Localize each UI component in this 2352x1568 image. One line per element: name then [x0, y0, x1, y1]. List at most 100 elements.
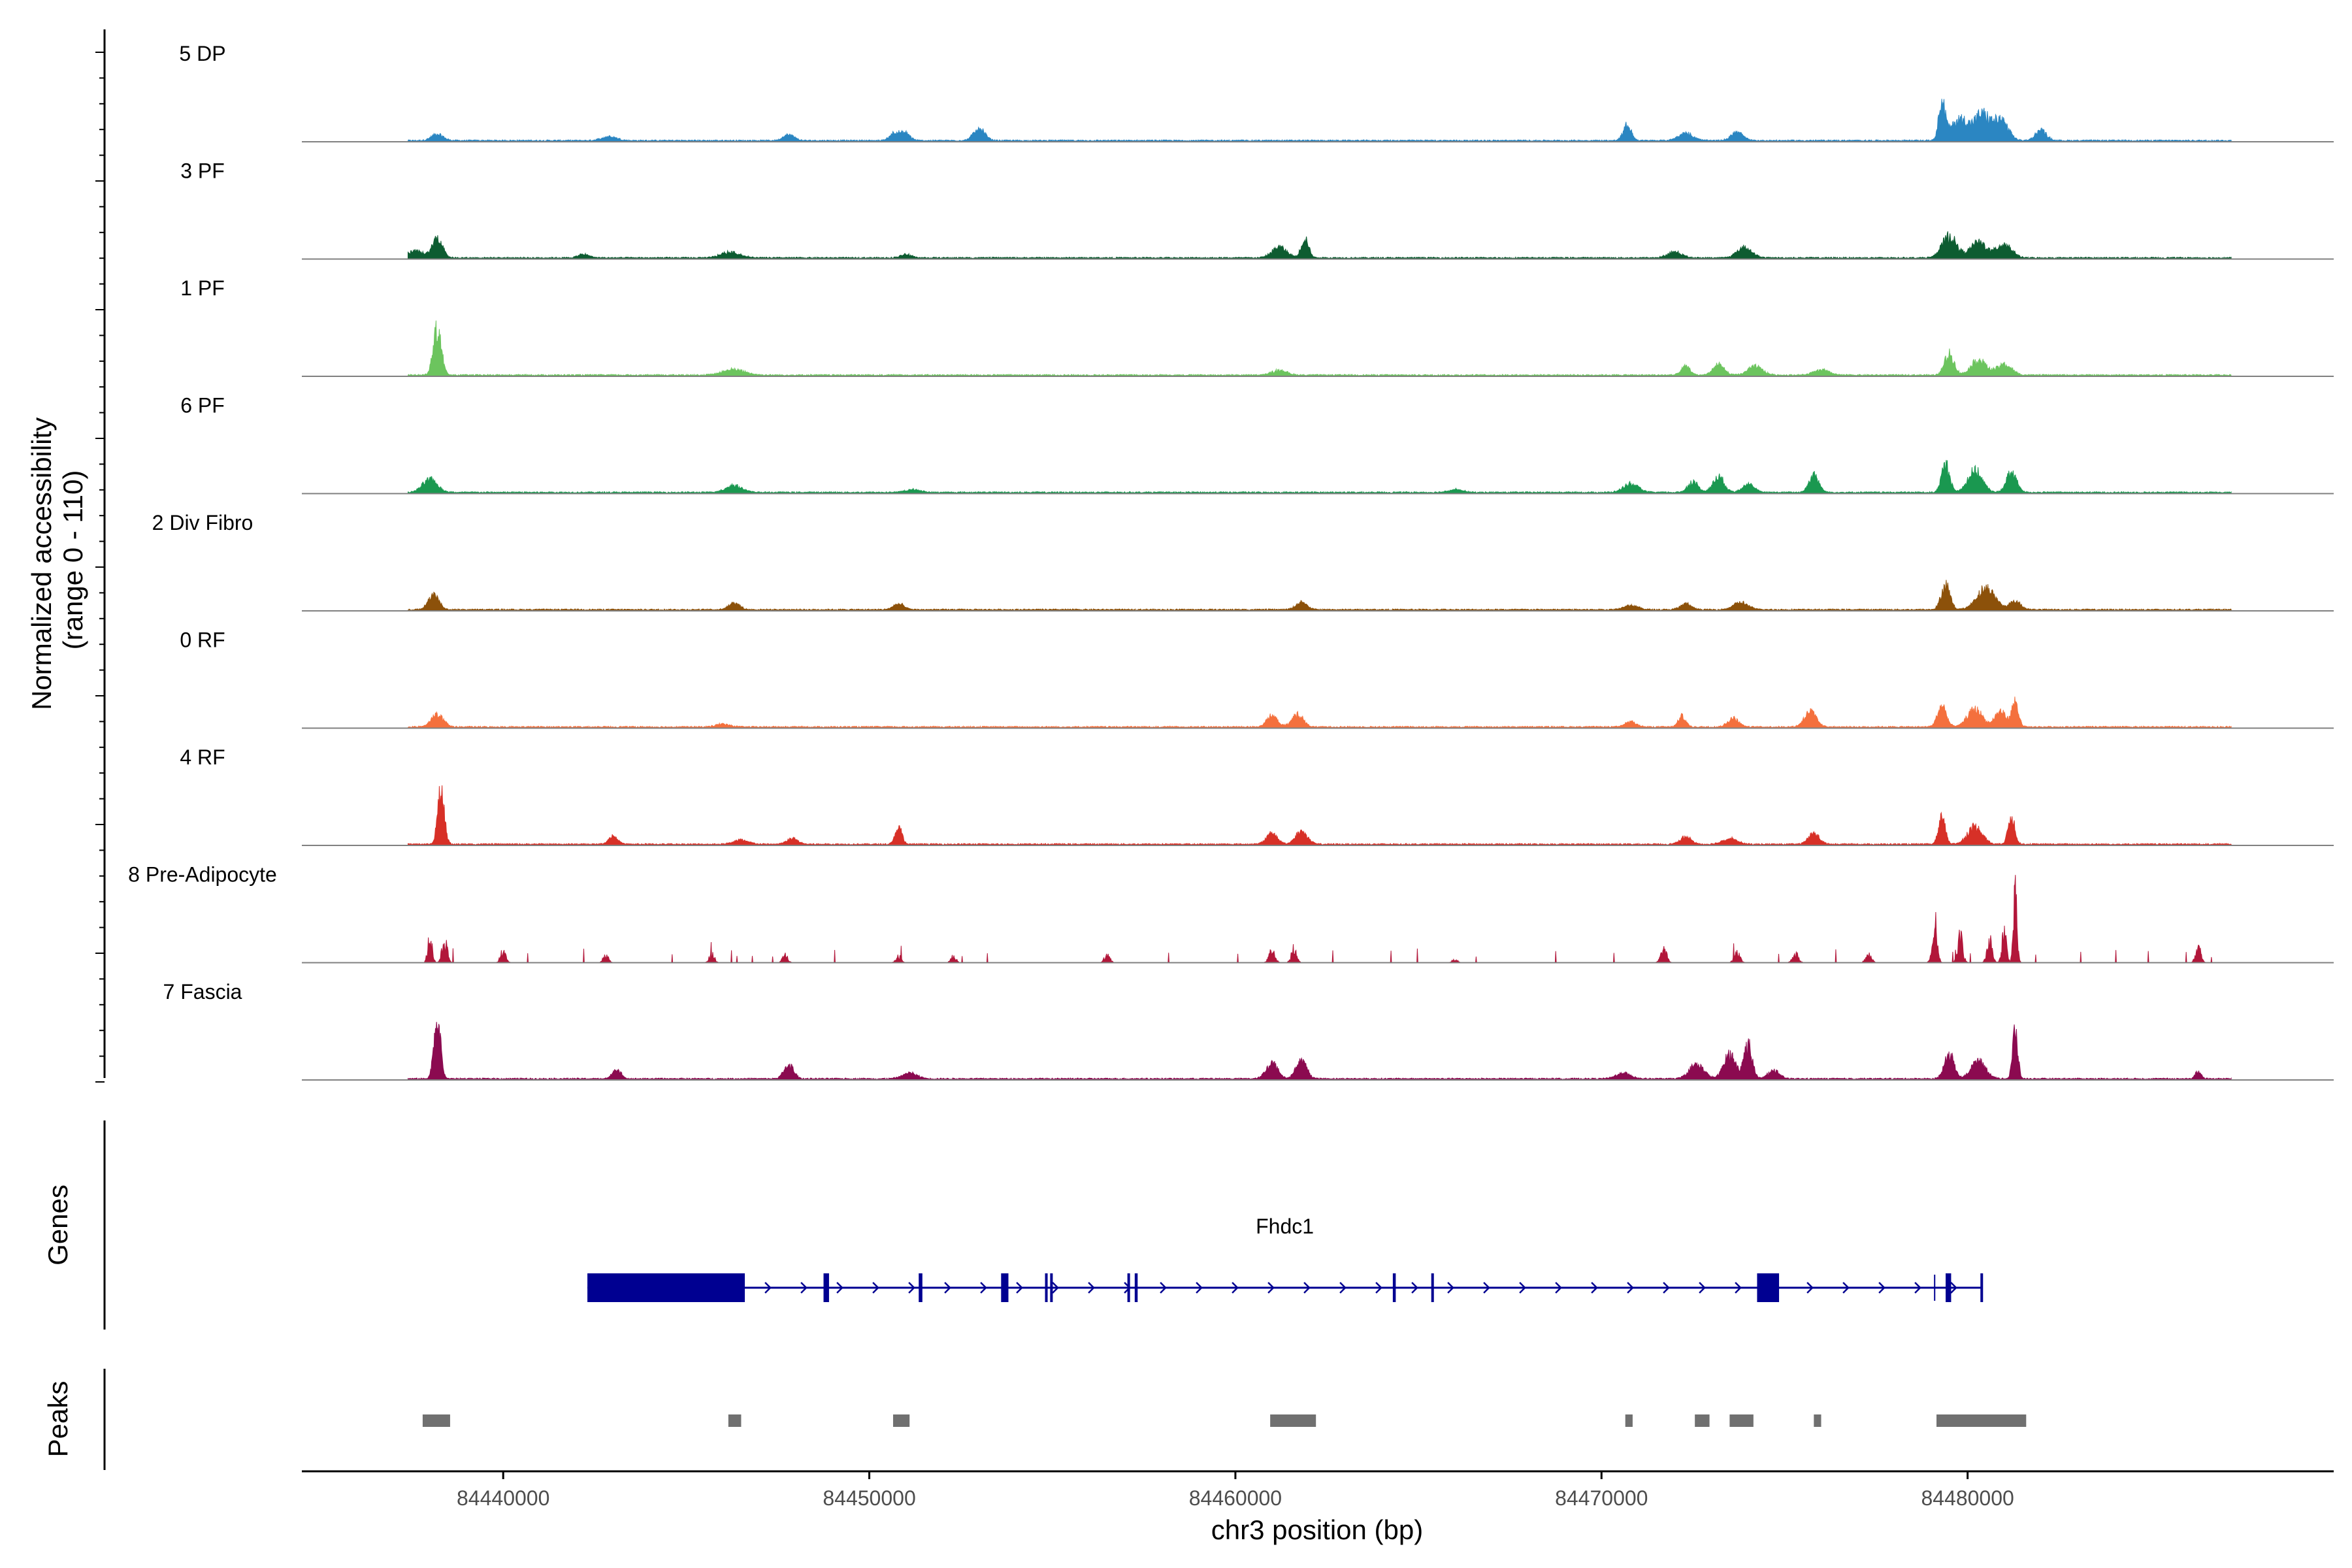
- strand-chevron: [836, 1282, 843, 1294]
- strand-chevron: [764, 1282, 772, 1294]
- gene-exon: [919, 1273, 923, 1302]
- track-label: 6 PF: [180, 394, 225, 417]
- peak-region: [1936, 1414, 2027, 1427]
- strand-chevron: [1411, 1282, 1418, 1294]
- track-label: 4 RF: [180, 745, 225, 769]
- track-signal: [408, 99, 2232, 142]
- x-axis-ticks: 84440000 84450000 84460000 84470000 84480000: [457, 1471, 2014, 1510]
- track-2-div-fibro: 2 Div Fibro: [152, 511, 2334, 612]
- x-tick-label: 84450000: [823, 1486, 915, 1510]
- strand-chevron: [1950, 1282, 1957, 1294]
- strand-chevron: [1555, 1282, 1562, 1294]
- track-label: 3 PF: [180, 159, 225, 183]
- genes-panel: Genes Fhdc1: [42, 1120, 1984, 1330]
- gene-models: Fhdc1: [587, 1215, 1984, 1302]
- gene-exon: [1127, 1273, 1130, 1302]
- x-tick-label: 84470000: [1555, 1486, 1648, 1510]
- gene-exon: [1946, 1273, 1952, 1302]
- track-signal: [408, 875, 2232, 964]
- strand-chevron: [1806, 1282, 1814, 1294]
- strand-chevron: [1483, 1282, 1490, 1294]
- peak-region: [1270, 1414, 1316, 1427]
- track-8-pre-adipocyte: 8 Pre-Adipocyte: [128, 863, 2334, 964]
- strand-chevron: [1663, 1282, 1670, 1294]
- strand-chevron: [1375, 1282, 1382, 1294]
- track-1-pf: 1 PF: [180, 276, 2334, 377]
- strand-chevron: [944, 1282, 951, 1294]
- gene-exon: [1050, 1273, 1053, 1302]
- gene-exon: [823, 1273, 829, 1302]
- gene-exon: [1392, 1273, 1396, 1302]
- strand-chevron: [908, 1282, 915, 1294]
- peak-region: [1729, 1414, 1754, 1427]
- strand-chevron: [1447, 1282, 1454, 1294]
- strand-chevron: [1699, 1282, 1706, 1294]
- strand-chevron: [1339, 1282, 1347, 1294]
- tracks-group: 5 DP 3 PF 1 PF 6 PF 2 Div Fibro 0 RF 4 RF 8 Pre…: [128, 42, 2334, 1081]
- track-6-pf: 6 PF: [180, 394, 2334, 495]
- strand-chevron: [980, 1282, 987, 1294]
- track-4-rf: 4 RF: [180, 745, 2334, 846]
- track-5-dp: 5 DP: [179, 42, 2334, 142]
- track-label: 2 Div Fibro: [152, 511, 253, 534]
- track-signal: [408, 580, 2232, 612]
- strand-chevron: [1052, 1282, 1059, 1294]
- track-signal: [408, 320, 2232, 377]
- gene-exon: [1045, 1273, 1048, 1302]
- strand-chevron: [1088, 1282, 1095, 1294]
- strand-chevron: [1160, 1282, 1167, 1294]
- peak-region: [1695, 1414, 1710, 1427]
- peak-region: [1625, 1414, 1633, 1427]
- strand-chevron: [1914, 1282, 1921, 1294]
- gene-fhdc1: Fhdc1: [587, 1215, 1984, 1302]
- gene-exon: [1134, 1273, 1138, 1302]
- peak-region: [1814, 1414, 1821, 1427]
- track-label: 0 RF: [180, 629, 225, 652]
- track-label: 5 DP: [179, 42, 225, 65]
- track-signal: [408, 231, 2232, 259]
- gene-name-label: Fhdc1: [1256, 1215, 1314, 1238]
- x-tick-label: 84480000: [1921, 1486, 2014, 1510]
- x-axis-title: chr3 position (bp): [1211, 1514, 1424, 1545]
- peaks-panel: Peaks: [42, 1369, 2027, 1470]
- peak-region: [728, 1414, 742, 1427]
- track-label: 7 Fascia: [163, 980, 242, 1004]
- track-7-fascia: 7 Fascia: [163, 980, 2334, 1081]
- track-signal: [408, 785, 2232, 846]
- track-3-pf: 3 PF: [180, 159, 2334, 260]
- track-signal: [408, 460, 2232, 494]
- track-label: 8 Pre-Adipocyte: [128, 863, 277, 887]
- y-axis-title: Normalized accessibility (range 0 - 110): [26, 410, 88, 710]
- strand-chevron: [1016, 1282, 1023, 1294]
- peak-region: [422, 1414, 450, 1427]
- genes-axis-title: Genes: [42, 1184, 73, 1266]
- strand-chevron: [1627, 1282, 1634, 1294]
- peak-regions: [422, 1414, 2027, 1427]
- x-tick-label: 84440000: [457, 1486, 549, 1510]
- y-axis-ticks: [95, 52, 105, 1083]
- gene-exon: [1431, 1273, 1434, 1302]
- peak-region: [892, 1414, 910, 1427]
- strand-chevron: [1878, 1282, 1886, 1294]
- strand-chevron: [1519, 1282, 1526, 1294]
- gene-exon: [1757, 1273, 1780, 1302]
- peaks-axis-title: Peaks: [42, 1381, 73, 1458]
- x-tick-label: 84460000: [1189, 1486, 1282, 1510]
- x-axis: 84440000 84450000 84460000 84470000 84480000…: [302, 1470, 2334, 1545]
- track-signal: [408, 696, 2232, 729]
- track-signal: [408, 1022, 2232, 1081]
- strand-chevron: [1303, 1282, 1311, 1294]
- strand-chevron: [1735, 1282, 1742, 1294]
- strand-chevron: [1196, 1282, 1203, 1294]
- track-0-rf: 0 RF: [180, 629, 2334, 729]
- strand-chevron: [800, 1282, 808, 1294]
- strand-chevron: [1267, 1282, 1275, 1294]
- gene-exon: [1001, 1273, 1009, 1302]
- strand-chevron: [872, 1282, 879, 1294]
- accessibility-panel: Normalized accessibility (range 0 - 110)…: [26, 29, 2334, 1083]
- gene-exon: [587, 1273, 745, 1302]
- strand-chevron: [1232, 1282, 1239, 1294]
- track-label: 1 PF: [180, 276, 225, 300]
- strand-chevron: [1591, 1282, 1598, 1294]
